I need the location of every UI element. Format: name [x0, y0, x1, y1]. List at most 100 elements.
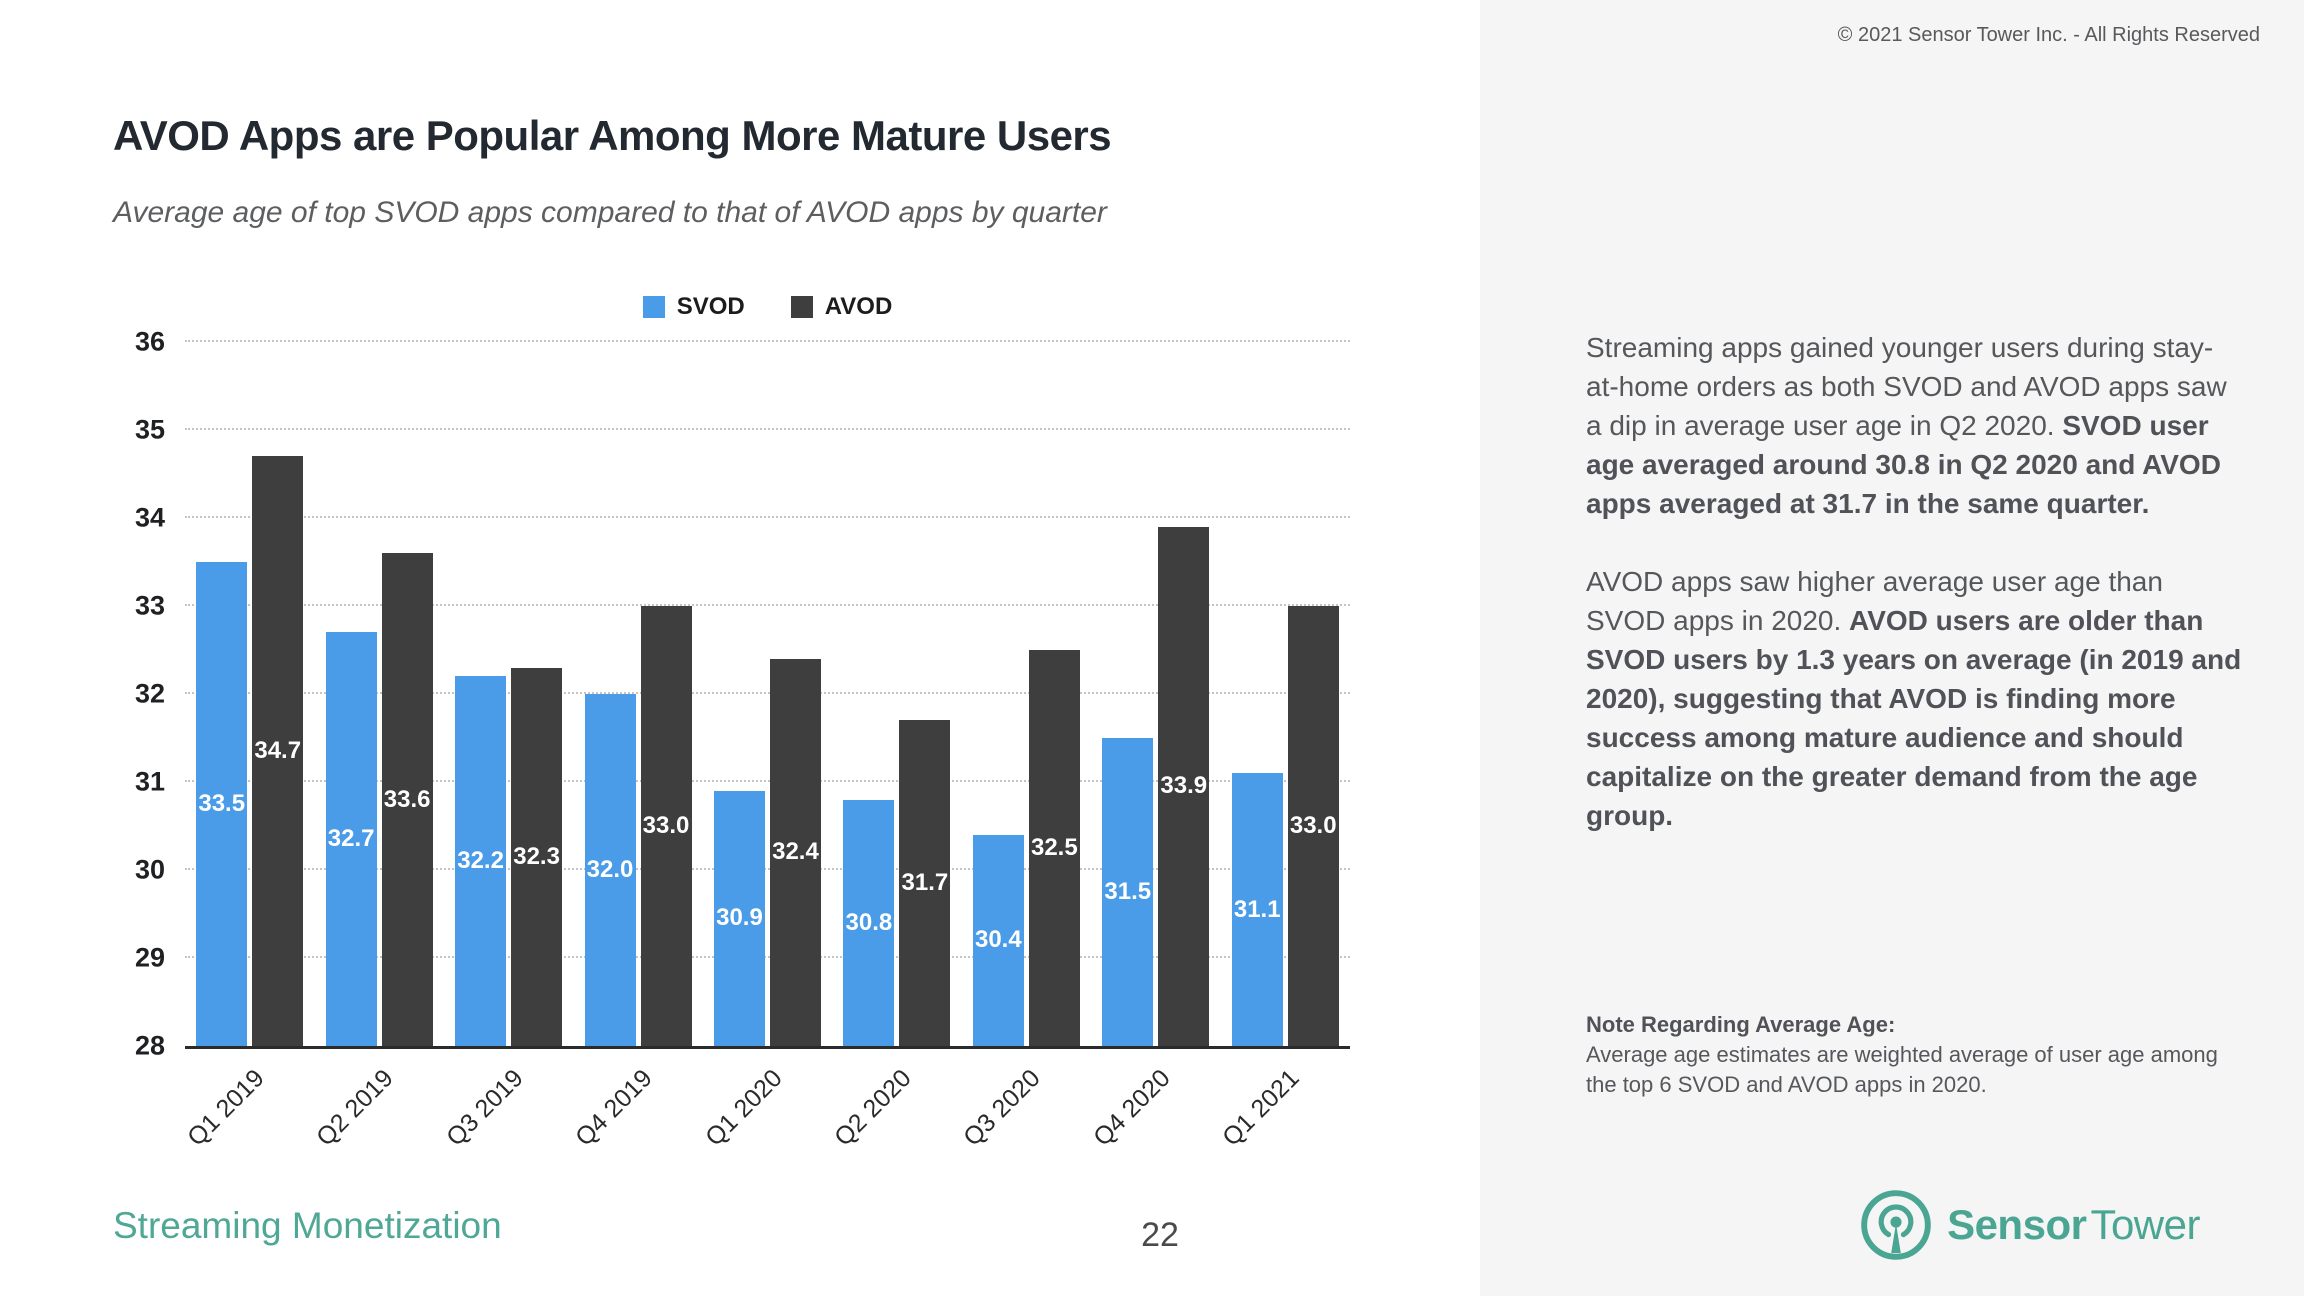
- paragraph-2: AVOD apps saw higher average user age th…: [1586, 562, 2244, 835]
- legend-label-avod: AVOD: [824, 293, 893, 320]
- bar-value-svod-q1-2021: 31.1: [1233, 895, 1281, 923]
- bar-value-avod-q1-2021: 33.0: [1289, 812, 1337, 839]
- bar-group-q3-2019: 32.2 32.3 Q3 2019: [441, 342, 573, 1152]
- bar-svod-q1-2020: 30.9: [713, 790, 765, 1046]
- bar-value-svod-q1-2020: 30.9: [716, 904, 763, 932]
- chart-legend: SVOD AVOD: [185, 292, 1350, 322]
- bar-avod-q4-2020: 33.9: [1158, 526, 1210, 1046]
- y-axis-tick-28: 28: [134, 1030, 165, 1061]
- brand-name-bold: Sensor: [1947, 1201, 2087, 1248]
- y-axis-tick-34: 34: [134, 502, 165, 533]
- page-title: AVOD Apps are Popular Among More Mature …: [113, 112, 1112, 159]
- note-title: Note Regarding Average Age:: [1586, 1012, 1896, 1037]
- gridline-34: [185, 516, 1350, 518]
- y-axis-tick-32: 32: [134, 678, 165, 709]
- bar-value-avod-q1-2020: 32.4: [772, 838, 819, 866]
- y-axis-tick-29: 29: [134, 942, 165, 973]
- bar-svod-q2-2019: 32.7: [325, 632, 377, 1046]
- y-axis-tick-36: 36: [134, 326, 165, 357]
- methodology-note: Note Regarding Average Age: Average age …: [1586, 1010, 2244, 1100]
- bar-group-q3-2020: 30.4 32.5 Q3 2020: [959, 342, 1091, 1152]
- bar-value-svod-q3-2019: 32.2: [457, 847, 504, 875]
- x-axis-label-q4-2019: Q4 2019: [570, 1064, 658, 1152]
- bar-svod-q1-2021: 31.1: [1231, 773, 1283, 1046]
- gridline-31: [185, 780, 1350, 782]
- paragraph-2-normal: AVOD apps saw higher average user age th…: [1586, 566, 2163, 636]
- bar-svod-q3-2019: 32.2: [455, 676, 507, 1046]
- gridline-33: [185, 604, 1350, 606]
- gridline-35: [185, 428, 1350, 430]
- paragraph-1-bold: SVOD user age averaged around 30.8 in Q2…: [1586, 410, 2221, 519]
- brand-name-regular: Tower: [2090, 1201, 2200, 1248]
- bar-avod-q1-2019: 34.7: [252, 456, 304, 1046]
- bar-group-q2-2019: 32.7 33.6 Q2 2019: [311, 342, 443, 1152]
- bar-svod-q4-2020: 31.5: [1102, 738, 1154, 1046]
- paragraph-1: Streaming apps gained younger users duri…: [1586, 328, 2244, 523]
- gridline-29: [185, 956, 1350, 958]
- legend-item-svod: SVOD: [642, 293, 745, 321]
- bar-chart: SVOD AVOD 33.5 34.7 Q1 2019 32.7 33.6 Q2 2019…: [100, 292, 1350, 1152]
- bar-value-svod-q4-2020: 31.5: [1104, 878, 1152, 905]
- commentary-panel: © 2021 Sensor Tower Inc. - All Rights Re…: [1480, 0, 2304, 1296]
- legend-label-svod: SVOD: [676, 293, 745, 320]
- bar-svod-q4-2019: 32.0: [584, 694, 636, 1046]
- note-body: Average age estimates are weighted avera…: [1586, 1042, 2218, 1097]
- bar-value-svod-q2-2020: 30.8: [845, 908, 893, 936]
- bar-svod-q2-2020: 30.8: [843, 799, 895, 1046]
- bar-value-svod-q1-2019: 33.5: [198, 790, 246, 817]
- gridline-32: [185, 692, 1350, 694]
- bar-value-avod-q4-2020: 33.9: [1160, 772, 1208, 800]
- bar-group-q4-2020: 31.5 33.9 Q4 2020: [1088, 342, 1220, 1152]
- avod-color-swatch: [790, 296, 813, 318]
- bar-value-avod-q2-2020: 31.7: [901, 869, 949, 897]
- bar-group-q1-2019: 33.5 34.7 Q1 2019: [182, 342, 314, 1152]
- copyright-notice: © 2021 Sensor Tower Inc. - All Rights Re…: [1837, 24, 2260, 46]
- y-axis-tick-31: 31: [134, 766, 165, 797]
- bar-avod-q4-2019: 33.0: [640, 606, 692, 1046]
- bar-avod-q1-2021: 33.0: [1287, 606, 1339, 1046]
- plot-area: 33.5 34.7 Q1 2019 32.7 33.6 Q2 2019 32.2 32.3 Q3…: [135, 327, 1350, 1152]
- bar-value-svod-q3-2020: 30.4: [974, 926, 1022, 954]
- bar-value-avod-q1-2019: 34.7: [254, 737, 302, 765]
- paragraph-2-bold: AVOD users are older than SVOD users by …: [1586, 605, 2242, 831]
- paragraph-1-normal: Streaming apps gained younger users duri…: [1586, 332, 2227, 441]
- bar-value-svod-q4-2019: 32.0: [586, 856, 634, 883]
- svod-color-swatch: [642, 296, 665, 318]
- x-axis-label-q1-2019: Q1 2019: [181, 1064, 270, 1152]
- bar-avod-q3-2020: 32.5: [1028, 650, 1080, 1046]
- report-section-label: Streaming Monetization: [113, 1205, 502, 1246]
- y-axis-tick-30: 30: [134, 854, 165, 885]
- bar-group-q4-2019: 32.0 33.0 Q4 2019: [570, 342, 702, 1152]
- bar-value-avod-q3-2020: 32.5: [1030, 834, 1078, 861]
- y-axis-tick-33: 33: [134, 590, 165, 621]
- x-axis-label-q3-2019: Q3 2019: [440, 1064, 529, 1152]
- brand-logo: SensorTower: [1859, 1188, 2200, 1262]
- bar-avod-q1-2020: 32.4: [769, 658, 821, 1046]
- y-axis-tick-35: 35: [134, 414, 165, 445]
- bar-value-avod-q2-2019: 33.6: [383, 785, 431, 813]
- gridline-36: [185, 340, 1350, 342]
- bars-row: 33.5 34.7 Q1 2019 32.7 33.6 Q2 2019 32.2 32.3 Q3…: [182, 342, 1350, 1152]
- bar-avod-q3-2019: 32.3: [511, 667, 563, 1046]
- x-axis-label-q3-2020: Q3 2020: [958, 1064, 1047, 1152]
- bar-svod-q1-2019: 33.5: [196, 562, 248, 1046]
- brand-wordmark: SensorTower: [1947, 1201, 2200, 1249]
- x-axis-label-q4-2020: Q4 2020: [1087, 1064, 1176, 1152]
- bar-avod-q2-2019: 33.6: [381, 553, 433, 1046]
- chart-panel: AVOD Apps are Popular Among More Mature …: [100, 112, 1350, 1254]
- legend-item-avod: AVOD: [790, 293, 893, 321]
- bar-group-q1-2021: 31.1 33.0 Q1 2021: [1217, 342, 1350, 1152]
- x-axis-label-q2-2019: Q2 2019: [311, 1064, 399, 1152]
- x-axis-label-q1-2021: Q1 2021: [1217, 1064, 1306, 1152]
- bar-value-svod-q2-2019: 32.7: [327, 825, 375, 853]
- page-subtitle: Average age of top SVOD apps compared to…: [113, 196, 1107, 229]
- commentary-text: Streaming apps gained younger users duri…: [1586, 328, 2244, 874]
- x-axis-label-q1-2020: Q1 2020: [699, 1064, 788, 1152]
- bar-value-avod-q3-2019: 32.3: [513, 842, 560, 870]
- bar-group-q1-2020: 30.9 32.4 Q1 2020: [700, 342, 832, 1152]
- bar-avod-q2-2020: 31.7: [899, 720, 951, 1046]
- x-axis-label-q2-2020: Q2 2020: [829, 1064, 917, 1152]
- sensor-tower-icon: [1861, 1190, 1931, 1260]
- bar-value-avod-q4-2019: 33.0: [642, 812, 690, 839]
